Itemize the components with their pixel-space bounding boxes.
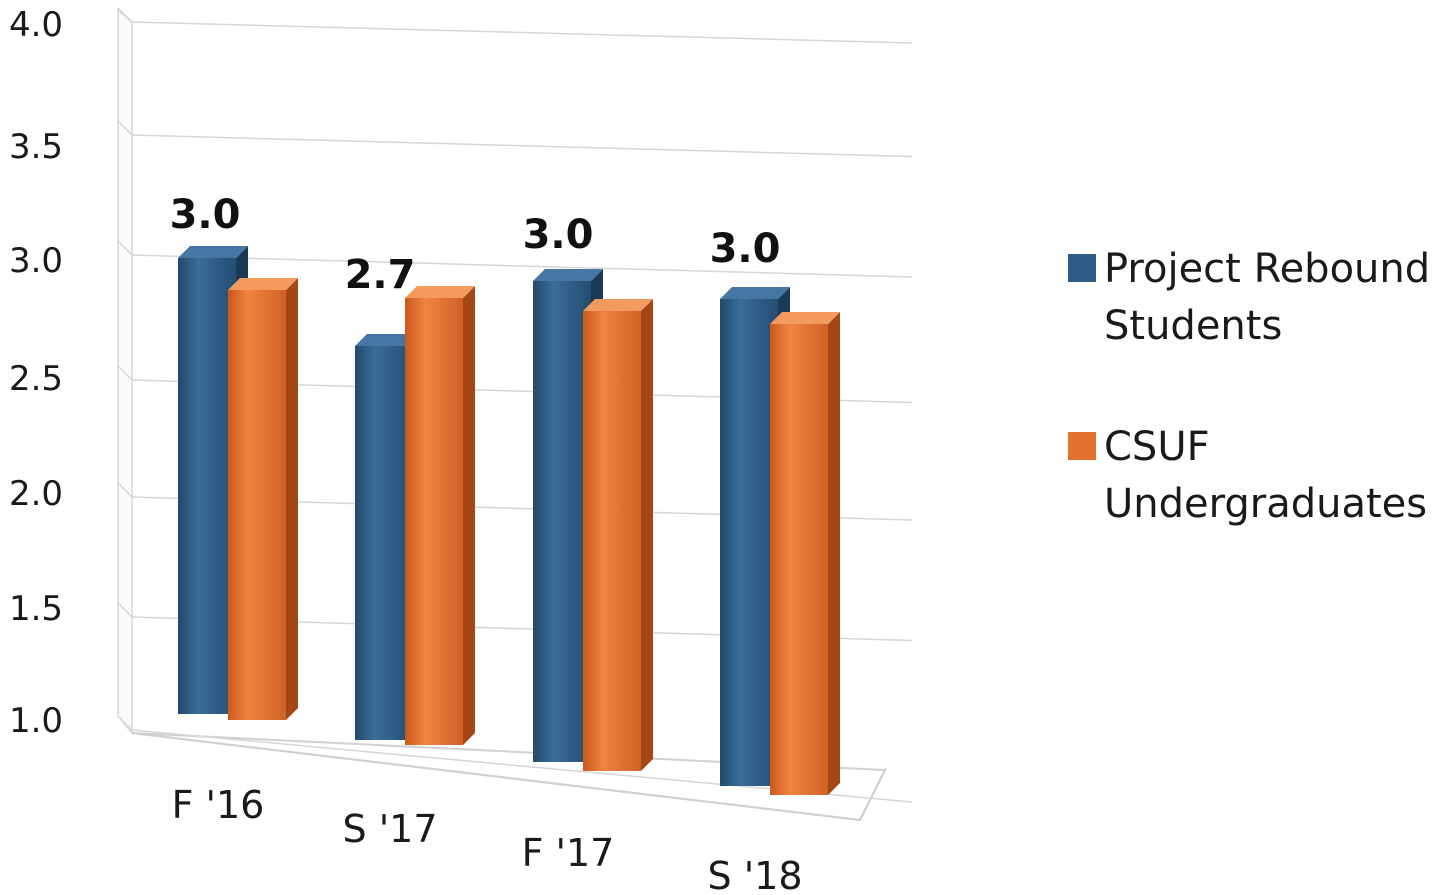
x-category-label: S '17	[343, 807, 438, 851]
bar-project-rebound-front	[533, 281, 591, 762]
legend-label: Students	[1104, 303, 1282, 349]
data-label: 2.7	[345, 252, 416, 298]
legend: Project Rebound Students CSUF Undergraduate…	[1068, 246, 1430, 527]
data-label: 3.0	[710, 226, 781, 272]
bar-project-rebound-front	[178, 258, 236, 714]
x-axis-categories: F '16 S '17 F '17 S '18	[172, 783, 803, 895]
x-category-label: F '17	[522, 831, 615, 875]
x-category-label: S '18	[708, 854, 803, 895]
bar-csuf-front	[770, 324, 828, 795]
bar-csuf	[583, 299, 653, 771]
legend-label: Undergraduates	[1104, 481, 1427, 527]
bar-csuf-front	[405, 298, 463, 745]
bar-csuf	[770, 312, 840, 795]
bar-csuf-front	[583, 311, 641, 771]
bar-project-rebound-front	[720, 299, 778, 786]
y-tick-label: 2.0	[9, 474, 63, 514]
data-labels: 3.0 2.7 3.0 3.0	[170, 192, 781, 298]
bar-project-rebound-top	[720, 287, 790, 299]
bar-project-rebound-front	[355, 346, 413, 740]
bar-csuf-top	[405, 286, 475, 298]
y-tick-label: 3.5	[9, 127, 63, 167]
bar-csuf-front	[228, 290, 286, 720]
x-category-label: F '16	[172, 783, 265, 827]
bar-csuf-side	[286, 278, 298, 720]
y-tick-label: 1.5	[9, 589, 63, 629]
y-tick-label: 1.0	[9, 701, 63, 741]
bars	[178, 246, 840, 795]
data-label: 3.0	[170, 192, 241, 238]
bar-csuf-top	[583, 299, 653, 311]
y-tick-label: 3.0	[9, 241, 63, 281]
bar-csuf-side	[641, 299, 653, 771]
bar-project-rebound-top	[533, 269, 603, 281]
bar-csuf-side	[463, 286, 475, 745]
legend-label: Project Rebound	[1104, 246, 1430, 292]
bar-csuf	[405, 286, 475, 745]
bar-csuf	[228, 278, 298, 720]
legend-label: CSUF	[1104, 424, 1210, 470]
chart-walls	[117, 8, 887, 822]
bar-csuf-side	[828, 312, 840, 795]
y-axis-ticks: 1.0 1.5 2.0 2.5 3.0 3.5 4.0	[9, 5, 63, 741]
data-label: 3.0	[523, 212, 594, 258]
y-tick-label: 2.5	[9, 359, 63, 399]
legend-swatch	[1068, 254, 1096, 282]
legend-swatch	[1068, 432, 1096, 460]
bar-csuf-top	[228, 278, 298, 290]
bar-csuf-top	[770, 312, 840, 324]
bar-project-rebound-top	[178, 246, 248, 258]
y-tick-label: 4.0	[9, 5, 63, 45]
